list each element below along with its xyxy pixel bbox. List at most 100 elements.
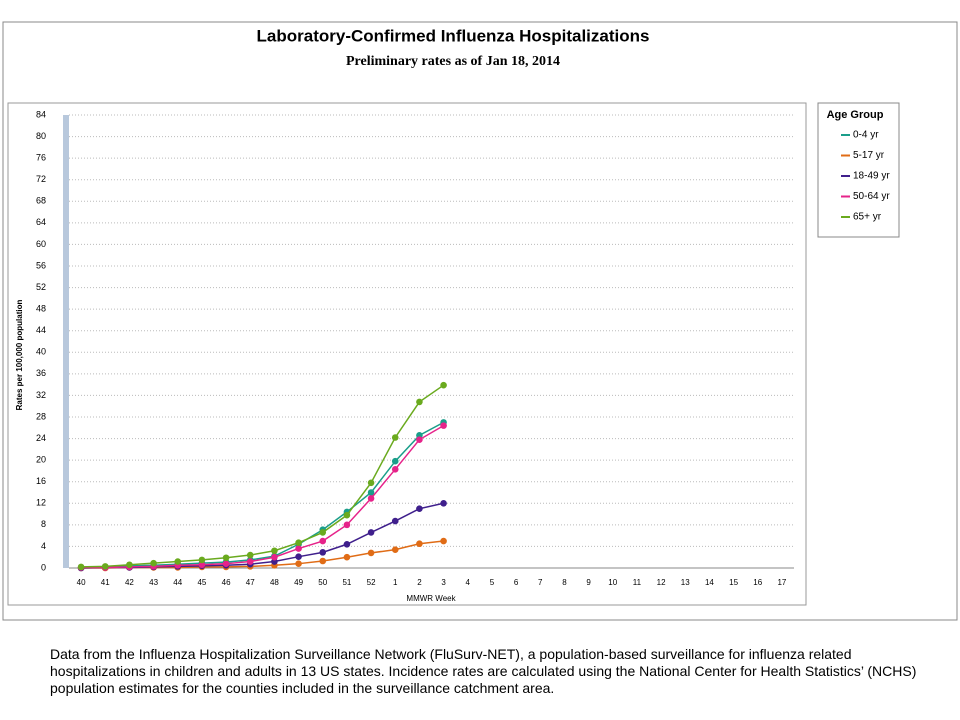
y-tick-label: 8 [41,519,46,529]
x-tick-label: 45 [197,578,206,587]
y-tick-label: 64 [36,217,46,227]
y-tick-label: 60 [36,239,46,249]
x-tick-label: 15 [729,578,738,587]
y-tick-label: 32 [36,390,46,400]
plot-frame [7,102,807,606]
data-point [367,489,375,496]
x-tick-label: 17 [777,578,786,587]
data-point [295,539,302,546]
x-tick-label: 43 [149,578,158,587]
x-tick-label: 49 [294,578,303,587]
data-point [319,529,327,536]
x-tick-label: 11 [633,578,642,587]
data-point [295,560,302,567]
data-point [343,540,351,548]
data-point [295,545,302,552]
x-tick-label: 16 [753,578,762,587]
y-tick-label: 4 [41,541,46,551]
series-line [81,424,444,569]
x-tick-label: 13 [681,578,690,587]
y-tick-label: 40 [36,347,46,357]
data-point [416,505,423,512]
data-point [246,558,254,565]
x-tick-label: 4 [466,578,471,587]
y-tick-label: 72 [36,174,46,184]
data-point [343,553,351,561]
data-point [319,549,327,556]
data-point [367,479,375,487]
series-line [81,384,445,568]
y-tick-label: 56 [36,260,46,270]
data-point [367,549,375,557]
footnote: Data from the Influenza Hospitalization … [50,646,917,696]
data-point [440,499,447,507]
data-point [222,560,230,567]
data-point [319,537,327,545]
x-tick-label: 42 [125,578,134,587]
series-line [81,421,444,569]
data-point [391,457,399,465]
data-point [391,546,399,553]
x-tick-label: 6 [514,578,519,587]
x-tick-label: 40 [77,578,86,587]
x-tick-label: 12 [657,578,666,587]
x-tick-label: 48 [270,578,279,587]
x-tick-label: 44 [173,578,182,587]
data-point [77,563,85,571]
x-tick-label: 47 [246,578,255,587]
legend-frame [817,102,900,238]
y-tick-label: 76 [36,153,46,163]
x-tick-label: 8 [562,578,567,587]
y-tick-label: 0 [41,562,46,572]
data-point [440,422,447,429]
axis-wall [63,115,69,568]
data-point [440,537,447,545]
y-tick-label: 20 [36,455,46,465]
legend-label: 0-4 yr [853,130,879,141]
y-tick-label: 44 [36,325,46,335]
data-point [416,436,423,443]
x-tick-label: 46 [222,578,231,587]
data-point [367,495,375,502]
y-tick-label: 84 [36,109,46,119]
data-point [198,556,206,564]
legend-label: 50-64 yr [853,191,890,202]
data-point [126,561,133,569]
legend-title: Age Group [827,109,884,121]
chart-title: Laboratory-Confirmed Influenza Hospitali… [257,26,650,45]
data-point [391,466,399,473]
x-axis-label: MMWR Week [406,594,456,603]
data-point [246,551,254,559]
y-tick-label: 28 [36,411,46,421]
y-tick-label: 80 [36,131,46,141]
data-point [174,558,182,565]
x-tick-label: 41 [101,578,110,587]
y-tick-label: 48 [36,304,46,314]
data-point [391,434,399,441]
x-tick-label: 5 [490,578,495,587]
data-point [440,381,447,389]
legend-label: 65+ yr [853,212,882,223]
data-point [343,511,351,519]
data-point [198,561,206,569]
x-tick-label: 7 [538,578,543,587]
chart-subtitle: Preliminary rates as of Jan 18, 2014 [346,54,560,69]
data-point [271,553,278,561]
data-point [416,398,423,406]
y-axis-label: Rates per 100,000 population [15,300,24,411]
x-tick-label: 51 [342,578,351,587]
legend-label: 5-17 yr [853,150,885,161]
data-point [367,529,375,536]
y-tick-label: 52 [36,282,46,292]
data-point [343,521,351,529]
x-tick-label: 3 [441,578,446,587]
y-tick-label: 68 [36,196,46,206]
x-tick-label: 52 [367,578,376,587]
data-point [150,559,157,567]
x-tick-label: 10 [608,578,617,587]
y-tick-label: 36 [36,368,46,378]
y-tick-label: 12 [36,498,46,508]
x-tick-label: 14 [705,578,714,587]
legend-label: 18-49 yr [853,171,890,182]
